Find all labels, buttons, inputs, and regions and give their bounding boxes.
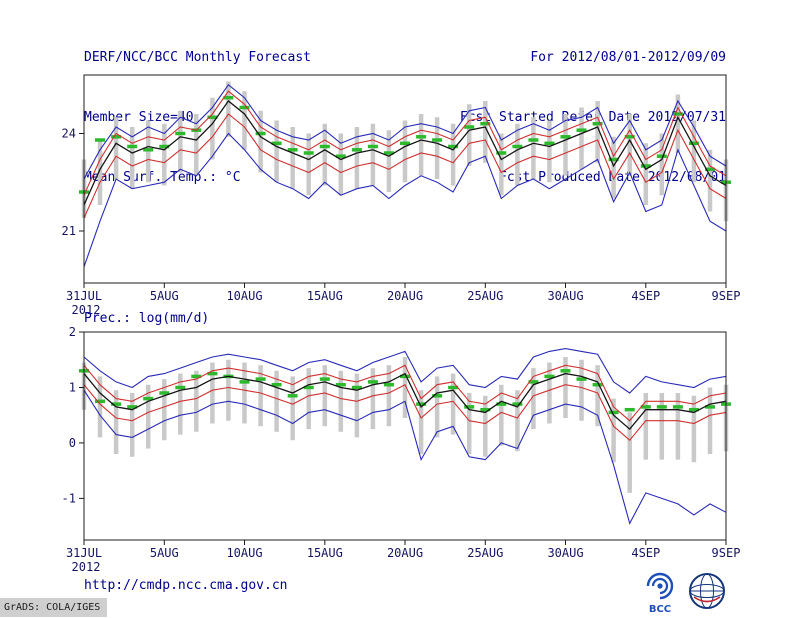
series-line-upper-quartile [83,364,727,422]
grads-credit: GrADS: COLA/IGES [0,598,108,617]
y-tick-label: 21 [62,224,76,238]
y-tick-label: 0 [69,436,76,450]
x-tick-label: 9SEP [712,546,741,560]
forecast-period-label: For 2012/08/01-2012/09/09 [530,50,726,65]
series-line-ensemble-min [83,132,727,267]
y-tick-label: -1 [62,491,76,505]
x-tick-label: 10AUG [226,546,262,560]
x-tick-label: 15AUG [307,546,343,560]
x-tick-label: 15AUG [307,289,343,303]
x-year-label: 2012 [72,303,101,316]
y-tick-label: 1 [69,381,76,395]
series-line-lower-quartile [83,383,727,441]
series-line-ensemble-max [83,348,727,394]
x-tick-label: 4SEP [631,289,660,303]
page-title: DERF/NCC/BCC Monthly Forecast [84,50,311,65]
series-line-ensemble-min [83,389,727,525]
bcc-logo-label: BCC [649,604,671,615]
x-tick-label: 31JUL [66,289,102,303]
x-tick-label: 20AUG [387,289,423,303]
x-tick-label: 5AUG [150,546,179,560]
x-tick-label: 5AUG [150,289,179,303]
x-tick-label: 25AUG [467,289,503,303]
series-line-ensemble-max [83,84,727,180]
x-tick-label: 9SEP [712,289,741,303]
y-tick-label: 24 [62,127,76,141]
bcc-logo-icon: BCC [646,572,674,615]
cma-globe-logo-icon [689,573,725,609]
source-url: http://cmdp.ncc.cma.gov.cn [84,578,288,593]
x-tick-label: 4SEP [631,546,660,560]
x-tick-label: 30AUG [547,289,583,303]
series-line-lower-quartile [83,113,727,219]
x-tick-label: 25AUG [467,546,503,560]
x-year-label: 2012 [72,560,101,574]
series-line-ensemble-mean [83,372,727,431]
series-line-ensemble-mean [83,100,727,206]
temperature-chart: 21 24 31JUL 5AUG 10AUG 15AUG 20AUG 25AUG 30AUG 4S… [62,74,741,316]
precip-chart: -1 0 1 2 31JUL 5AUG 10AUG 15AUG 20AUG 25AUG 30AUG 4… [62,326,741,574]
precip-chart-title: Prec.: log(mm/d) [84,311,210,326]
x-tick-label: 31JUL [66,546,102,560]
series-line-upper-quartile [83,90,727,196]
x-tick-label: 10AUG [226,289,262,303]
x-tick-label: 30AUG [547,546,583,560]
x-tick-label: 20AUG [387,546,423,560]
y-tick-label: 2 [69,326,76,339]
